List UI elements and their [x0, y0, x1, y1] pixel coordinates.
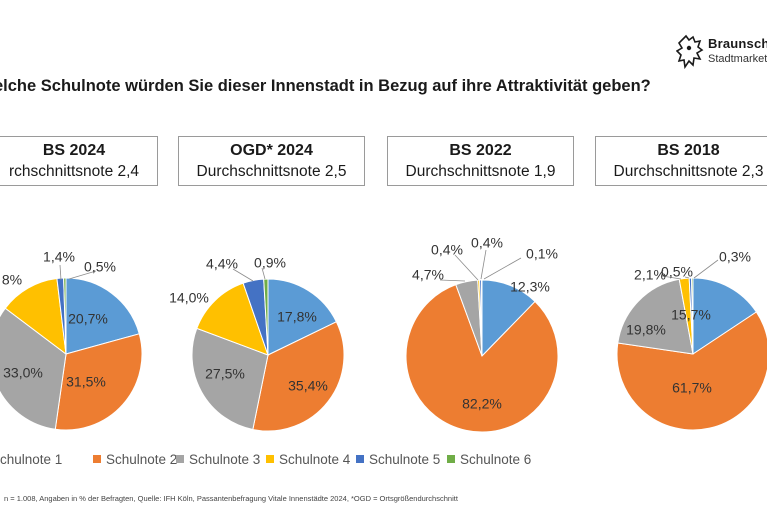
- leader-line: [261, 267, 266, 280]
- legend-swatch: [176, 455, 184, 464]
- pie-slice-schulnote-1: [481, 279, 536, 358]
- box-year: BS 2022: [449, 142, 512, 159]
- pie-slice-schulnote-6: [691, 277, 694, 355]
- data-label: 35,4%: [288, 378, 328, 394]
- box-year: BS 2018: [657, 142, 720, 159]
- box-bs-2018: BS 2018 Durchschnittsnote 2,3: [595, 136, 767, 186]
- logo-name: Braunsch: [708, 36, 767, 51]
- data-label: 0,9%: [254, 255, 286, 271]
- legend-item: Schulnote 3: [176, 452, 260, 467]
- pie-slice-schulnote-4: [196, 282, 269, 356]
- data-label: 33,0%: [3, 365, 43, 381]
- legend-item: Schulnote 1: [0, 452, 62, 467]
- leader-line: [480, 249, 487, 280]
- legend-item: Schulnote 5: [356, 452, 440, 467]
- box-bs-2022: BS 2022 Durchschnittsnote 1,9: [387, 136, 574, 186]
- data-label: 0,3%: [719, 249, 751, 265]
- data-label: 27,5%: [205, 366, 245, 382]
- box-average: Durchschnittsnote 2,3: [613, 163, 764, 180]
- data-label: 1,4%: [43, 249, 75, 265]
- data-label: 0,5%: [661, 264, 693, 280]
- legend-label: Schulnote 2: [106, 452, 178, 467]
- legend-item: Schulnote 2: [93, 452, 177, 467]
- data-label: 12,3%: [510, 279, 550, 295]
- box-ogd-2024: OGD* 2024 Durchschnittsnote 2,5: [178, 136, 365, 186]
- legend-label: Schulnote 1: [0, 452, 63, 467]
- leader-line: [439, 279, 466, 282]
- leader-line: [661, 275, 682, 280]
- data-label: 4,4%: [206, 256, 238, 272]
- legend-label: Schulnote 3: [189, 452, 261, 467]
- data-label: 82,2%: [462, 396, 502, 412]
- data-label: 19,8%: [626, 322, 666, 338]
- pie-slice-schulnote-2: [252, 321, 345, 432]
- source-footnote: n = 1.008, Angaben in % der Befragten, Q…: [4, 494, 458, 503]
- legend-label: Schulnote 6: [460, 452, 532, 467]
- data-label: 17,8%: [277, 309, 317, 325]
- leader-line: [483, 257, 522, 280]
- pie-slice-schulnote-4: [4, 277, 67, 356]
- logo-subtitle: Stadtmarketi: [708, 53, 767, 65]
- legend-swatch: [93, 455, 101, 464]
- legend-swatch: [447, 455, 455, 464]
- box-average: rchschnittsnote 2,4: [8, 163, 140, 180]
- brand-logo: Braunsch Stadtmarketi: [676, 34, 767, 74]
- data-label: 15,7%: [671, 307, 711, 323]
- leader-line: [232, 268, 254, 282]
- data-label: 2,1%: [634, 267, 666, 283]
- data-label: 8%: [2, 272, 22, 288]
- box-year: BS 2024: [42, 142, 106, 159]
- pie-slice-schulnote-2: [54, 333, 143, 431]
- leader-line: [684, 276, 690, 279]
- legend-item: Schulnote 4: [266, 452, 350, 467]
- pie-slice-schulnote-3: [617, 278, 694, 355]
- pie-slice-schulnote-6: [263, 278, 269, 356]
- data-label: 61,7%: [672, 380, 712, 396]
- pie-slice-schulnote-2: [616, 311, 767, 431]
- leader-line: [693, 259, 719, 279]
- legend-label: Schulnote 4: [279, 452, 351, 467]
- legend-swatch: [266, 455, 274, 464]
- leader-line: [68, 270, 97, 280]
- leader-line: [59, 264, 62, 281]
- data-label: 31,5%: [66, 374, 106, 390]
- leader-line: [454, 254, 479, 281]
- box-year: OGD* 2024: [230, 142, 313, 159]
- data-label: 0,5%: [84, 259, 116, 275]
- pie-slice-schulnote-6: [63, 277, 67, 355]
- legend-item: Schulnote 6: [447, 452, 531, 467]
- box-average: Durchschnittsnote 2,5: [196, 163, 347, 180]
- legend-swatch: [356, 455, 364, 464]
- pie-slice-schulnote-1: [267, 278, 338, 356]
- pie-slice-schulnote-1: [692, 277, 758, 355]
- data-label: 14,0%: [169, 290, 209, 306]
- data-label: 0,4%: [431, 242, 463, 258]
- pie-slice-schulnote-3: [0, 307, 67, 430]
- lion-crest-icon: [676, 34, 704, 70]
- data-label: 0,4%: [471, 235, 503, 251]
- pie-slice-schulnote-2: [405, 284, 559, 433]
- data-label: 4,7%: [412, 267, 444, 283]
- survey-question: elche Schulnote würden Sie dieser Innens…: [0, 77, 651, 95]
- data-label: 0,1%: [526, 246, 558, 262]
- pie-slice-schulnote-3: [191, 327, 269, 431]
- box-average: Durchschnittsnote 1,9: [405, 163, 556, 180]
- data-label: 20,7%: [68, 311, 108, 327]
- box-bs-2024: BS 2024 rchschnittsnote 2,4: [0, 136, 158, 186]
- legend-label: Schulnote 5: [369, 452, 441, 467]
- pie-slice-schulnote-1: [65, 277, 140, 355]
